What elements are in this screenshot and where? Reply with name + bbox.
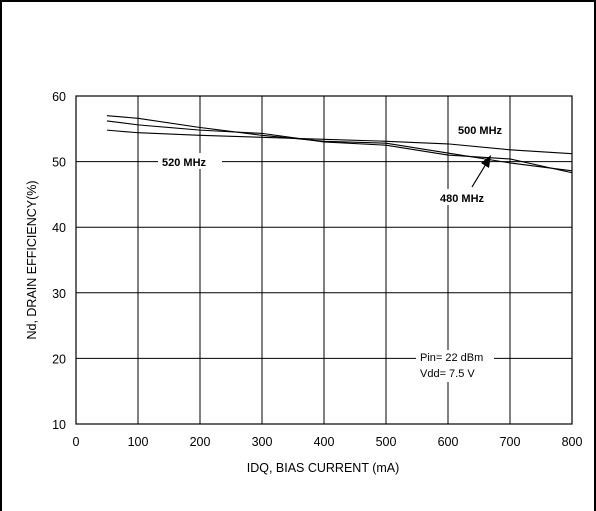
label-bg-520 bbox=[158, 153, 222, 169]
plot-border bbox=[75, 95, 573, 425]
y-tick-label: 10 bbox=[52, 418, 66, 432]
x-tick-label: 700 bbox=[500, 435, 521, 449]
y-tick-label: 40 bbox=[52, 221, 66, 235]
y-axis-title: Nd, DRAIN EFFICIENCY(%) bbox=[25, 180, 39, 339]
annotation-bg bbox=[416, 350, 494, 382]
x-tick-label: 600 bbox=[438, 435, 459, 449]
label-bg-480 bbox=[436, 189, 494, 205]
series-label-480: 480 MHz bbox=[440, 193, 485, 205]
y-tick-label: 60 bbox=[52, 90, 66, 104]
annotation-pin: Pin= 22 dBm bbox=[420, 352, 483, 364]
y-tick-label: 50 bbox=[52, 156, 66, 170]
grid bbox=[75, 95, 573, 425]
x-tick-label: 400 bbox=[314, 435, 335, 449]
y-tick-label: 30 bbox=[52, 287, 66, 301]
x-tick-label: 300 bbox=[252, 435, 273, 449]
x-axis-title: IDQ, BIAS CURRENT (mA) bbox=[247, 461, 400, 475]
series-line-500-mhz bbox=[106, 129, 573, 155]
arrow-480-line bbox=[471, 163, 487, 188]
arrow-480-head bbox=[481, 155, 491, 168]
x-tick-label: 0 bbox=[73, 435, 80, 449]
x-tick-label: 200 bbox=[190, 435, 211, 449]
tick-labels: 0 100 200 300 400 500 600 700 800 10 20 30 40 50 60 bbox=[52, 90, 582, 449]
y-tick-label: 20 bbox=[52, 352, 66, 366]
x-tick-label: 500 bbox=[376, 435, 397, 449]
series-label-500: 500 MHz bbox=[458, 125, 503, 137]
series-label-520: 520 MHz bbox=[162, 157, 207, 169]
x-tick-label: 800 bbox=[562, 435, 583, 449]
x-tick-label: 100 bbox=[128, 435, 149, 449]
annotation-vdd: Vdd= 7.5 V bbox=[420, 368, 475, 380]
